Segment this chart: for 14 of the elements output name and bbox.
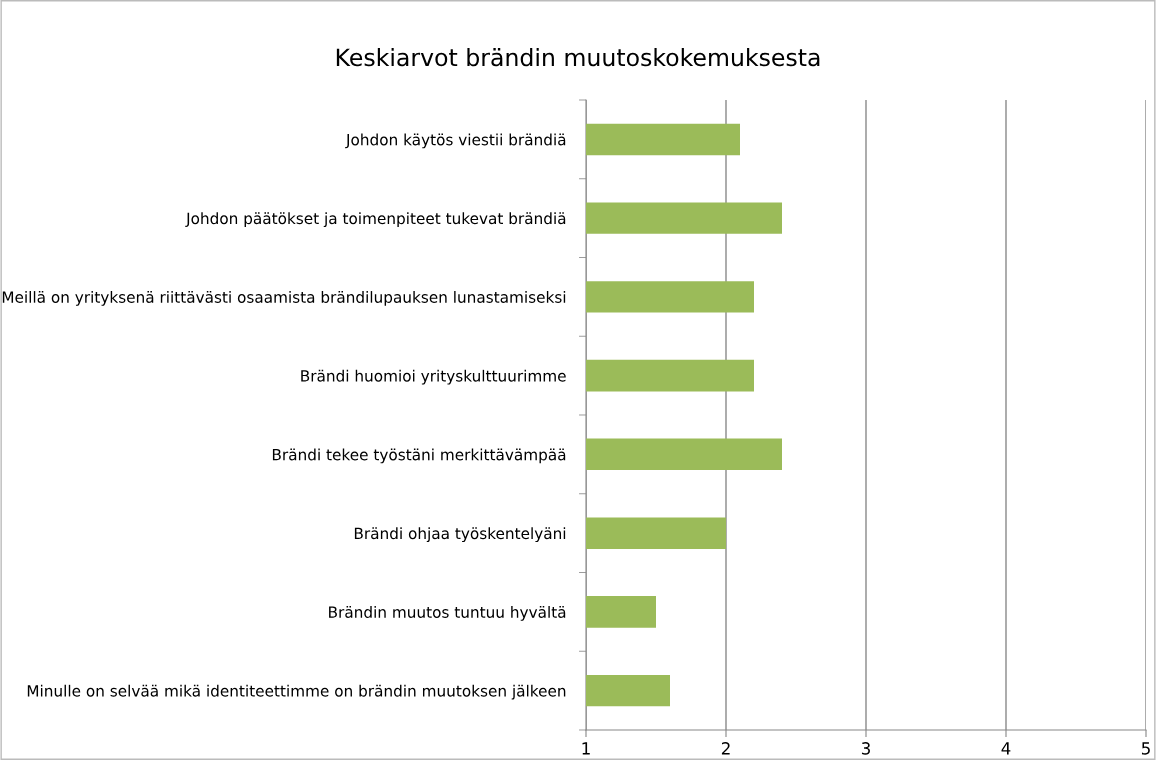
x-tick-label: 2 <box>721 742 730 755</box>
y-tick-label: Minulle on selvää mikä identiteettimme on brändin muutoksen jälkeen <box>27 684 566 700</box>
y-tick-label: Brändi ohjaa työskentelyäni <box>354 527 566 543</box>
y-tick-label: Brändi tekee työstäni merkittävämpää <box>272 448 566 464</box>
y-tick-label: Johdon päätökset ja toimenpiteet tukevat brändiä <box>185 212 566 228</box>
y-tick-label: Meillä on yrityksenä riittävästi osaamista brändilupauksen lunastamiseksi <box>2 291 566 306</box>
x-tick-label: 5 <box>1141 742 1150 755</box>
x-tick-label: 3 <box>861 742 870 755</box>
y-tick-label: Brändi huomioi yrityskulttuurimme <box>301 369 566 385</box>
x-tick-label: 4 <box>1001 742 1011 755</box>
y-tick-label: Johdon käytös viestii brändiä <box>345 133 566 149</box>
y-tick-label: Brändin muutos tuntuu hyvältä <box>329 606 566 621</box>
chart-title: Keskiarvot brändin muutoskokemuksesta <box>336 48 820 67</box>
x-tick-label: 1 <box>582 742 590 755</box>
